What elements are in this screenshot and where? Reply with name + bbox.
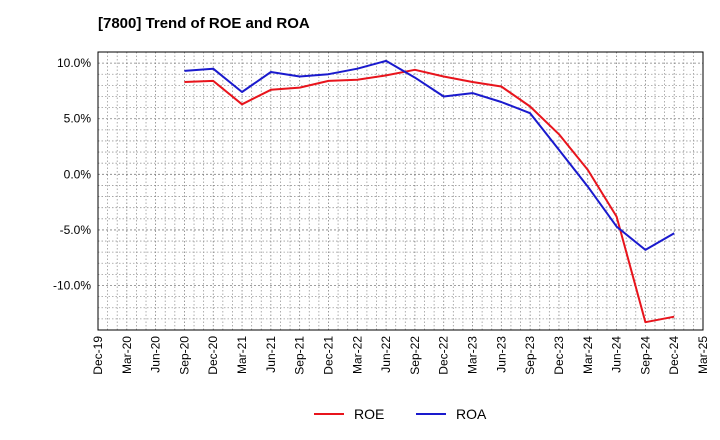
x-tick-label: Dec-24 (667, 336, 681, 375)
series-lines (184, 59, 675, 324)
x-tick-label: Dec-23 (552, 336, 566, 375)
x-tick-label: Sep-22 (408, 336, 422, 375)
y-tick-label: -5.0% (60, 223, 92, 237)
x-tick-label: Dec-22 (437, 336, 451, 375)
legend-label-roe: ROE (354, 406, 384, 422)
chart-title: [7800] Trend of ROE and ROA (98, 15, 310, 32)
y-tick-label: -10.0% (53, 279, 91, 293)
legend-label-roa: ROA (456, 406, 487, 422)
y-tick-label: 0.0% (64, 167, 92, 181)
x-tick-label: Dec-20 (206, 336, 220, 375)
x-tick-label: Mar-23 (466, 336, 480, 374)
x-tick-label: Sep-20 (177, 336, 191, 375)
plot-area (98, 52, 703, 330)
y-tick-label: 5.0% (64, 112, 92, 126)
x-tick-label: Mar-20 (120, 336, 134, 374)
x-tick-label: Sep-23 (523, 336, 537, 375)
x-tick-label: Mar-25 (696, 336, 710, 374)
x-tick-label: Mar-22 (350, 336, 364, 374)
series-line-roe (184, 68, 675, 324)
x-tick-label: Mar-24 (581, 336, 595, 374)
x-tick-label: Dec-21 (321, 336, 335, 375)
axes (97, 51, 704, 331)
series-line-roa (184, 59, 675, 251)
x-tick-label: Jun-24 (610, 336, 624, 373)
plot-border (97, 51, 704, 331)
x-tick-label: Jun-23 (494, 336, 508, 373)
legend: ROE ROA (314, 406, 487, 422)
x-tick-label: Jun-22 (379, 336, 393, 373)
x-tick-label: Sep-24 (638, 336, 652, 375)
x-tick-label: Mar-21 (235, 336, 249, 374)
y-tick-label: 10.0% (57, 56, 91, 70)
x-tick-label: Jun-21 (264, 336, 278, 373)
x-tick-label: Sep-21 (293, 336, 307, 375)
x-tick-label: Jun-20 (149, 336, 163, 373)
tick-labels: -10.0% -5.0% 0.0% 5.0% 10.0% Dec-19 Mar-20 Jun-… (53, 56, 710, 375)
grid-lines (97, 51, 704, 331)
x-tick-label: Dec-19 (91, 336, 105, 375)
